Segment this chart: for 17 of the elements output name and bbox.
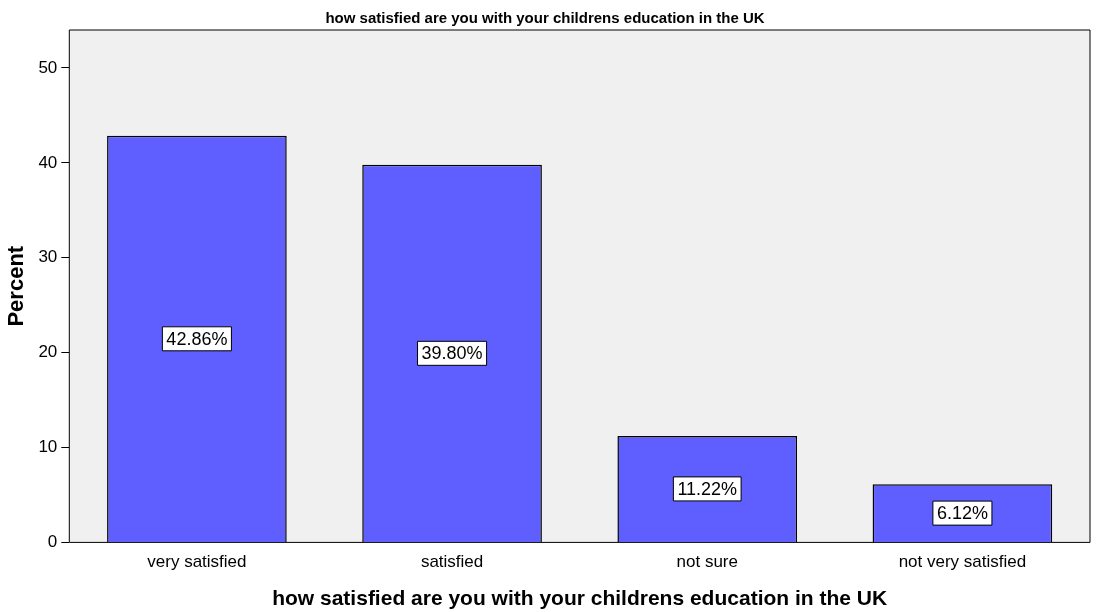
data-label: 42.86% — [166, 328, 228, 349]
y-axis-title: Percent — [3, 245, 29, 327]
x-tick-label: satisfied — [420, 552, 484, 572]
chart-title: how satisfied are you with your childrens education in the UK — [325, 9, 765, 27]
data-label: 39.80% — [421, 343, 483, 364]
x-tick-label: very satisfied — [147, 552, 247, 572]
x-tick-label: not very satisfied — [898, 552, 1027, 572]
x-tick-label: not sure — [676, 552, 738, 572]
y-tick-label: 30 — [38, 247, 58, 267]
x-axis-title: how satisfied are you with your childrens education in the UK — [272, 586, 888, 610]
y-tick-label: 0 — [47, 532, 58, 552]
y-tick-label: 20 — [38, 342, 58, 362]
y-tick-label: 50 — [38, 57, 58, 77]
y-tick-label: 10 — [38, 437, 58, 457]
y-tick-label: 40 — [38, 152, 58, 172]
data-label: 6.12% — [936, 503, 988, 524]
data-label: 11.22% — [677, 478, 738, 499]
